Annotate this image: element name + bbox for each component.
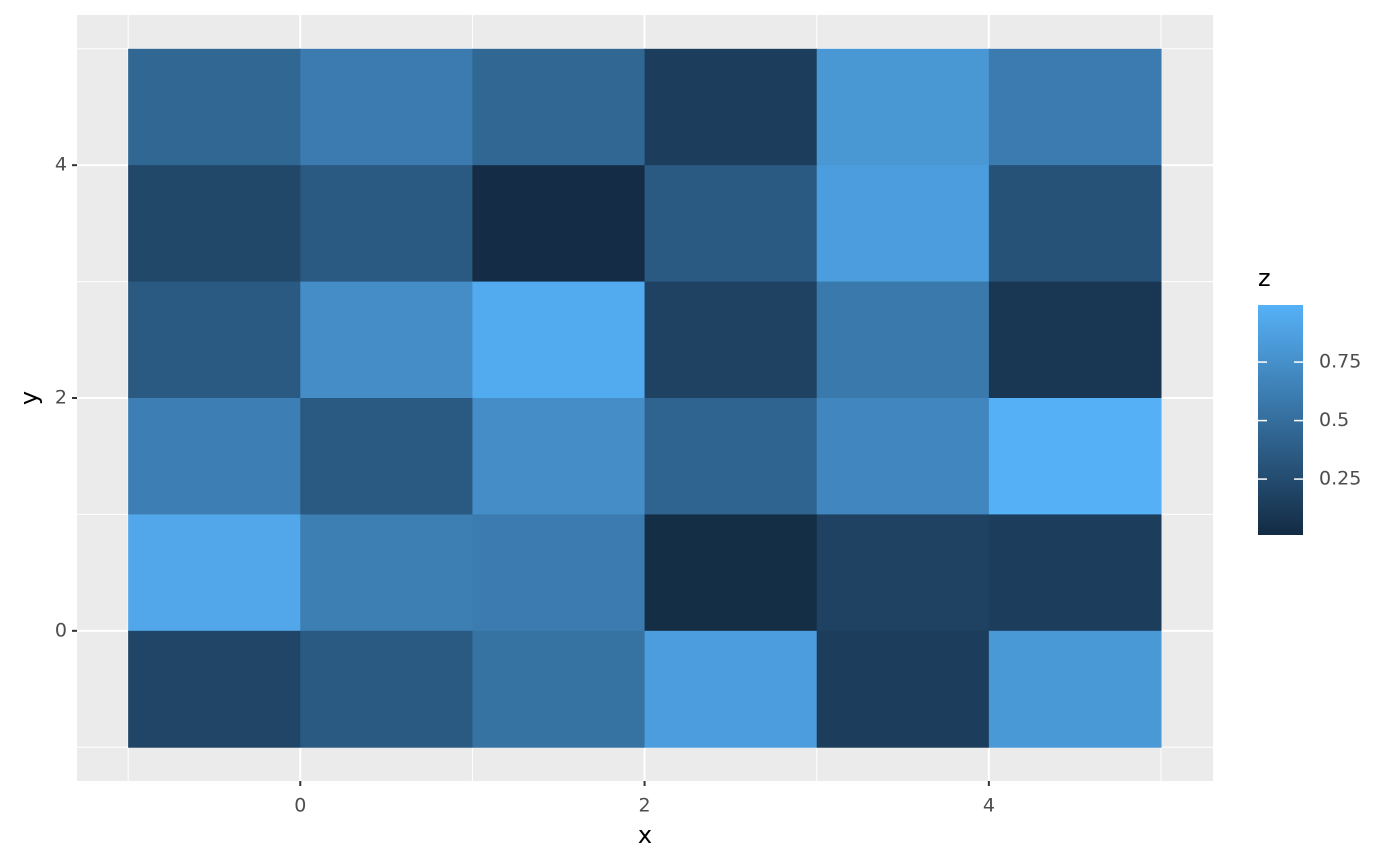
x-axis-title: x [638, 821, 652, 849]
tile [816, 398, 990, 515]
y-tick-label: 0 [55, 619, 67, 641]
tile [816, 165, 990, 283]
tile [644, 281, 818, 399]
tile [988, 630, 1162, 748]
tile [644, 630, 818, 748]
tile [472, 398, 646, 515]
tile [300, 398, 473, 515]
y-tick-label: 4 [55, 154, 67, 176]
y-axis-title: y [15, 391, 43, 405]
tile [472, 165, 646, 283]
legend-label: 0.25 [1319, 468, 1361, 490]
tile [644, 165, 818, 283]
tile [644, 48, 818, 166]
tile [300, 514, 473, 632]
tile [988, 398, 1162, 515]
tile [128, 630, 301, 748]
tile [300, 630, 473, 748]
x-tick-label: 4 [983, 795, 995, 817]
tile [472, 48, 646, 166]
tile [128, 165, 301, 283]
tile [816, 630, 990, 748]
tile [988, 281, 1162, 399]
tile [300, 281, 473, 399]
x-tick-label: 0 [294, 795, 306, 817]
tile [128, 281, 301, 399]
y-tick-label: 2 [55, 387, 67, 409]
tile [816, 48, 990, 166]
legend-label: 0.75 [1319, 351, 1361, 373]
tile [300, 165, 473, 283]
legend-label: 0.5 [1319, 409, 1349, 431]
tile [988, 48, 1162, 166]
tile [816, 514, 990, 632]
legend-title: z [1258, 264, 1271, 292]
tile [472, 281, 646, 399]
tile [128, 514, 301, 632]
tile [128, 48, 301, 166]
tile [472, 514, 646, 632]
tile [644, 398, 818, 515]
tile [644, 514, 818, 632]
tile [816, 281, 990, 399]
tile [988, 165, 1162, 283]
tile [988, 514, 1162, 632]
tile [472, 630, 646, 748]
tile [300, 48, 473, 166]
tile [128, 398, 301, 515]
x-tick-label: 2 [639, 795, 651, 817]
